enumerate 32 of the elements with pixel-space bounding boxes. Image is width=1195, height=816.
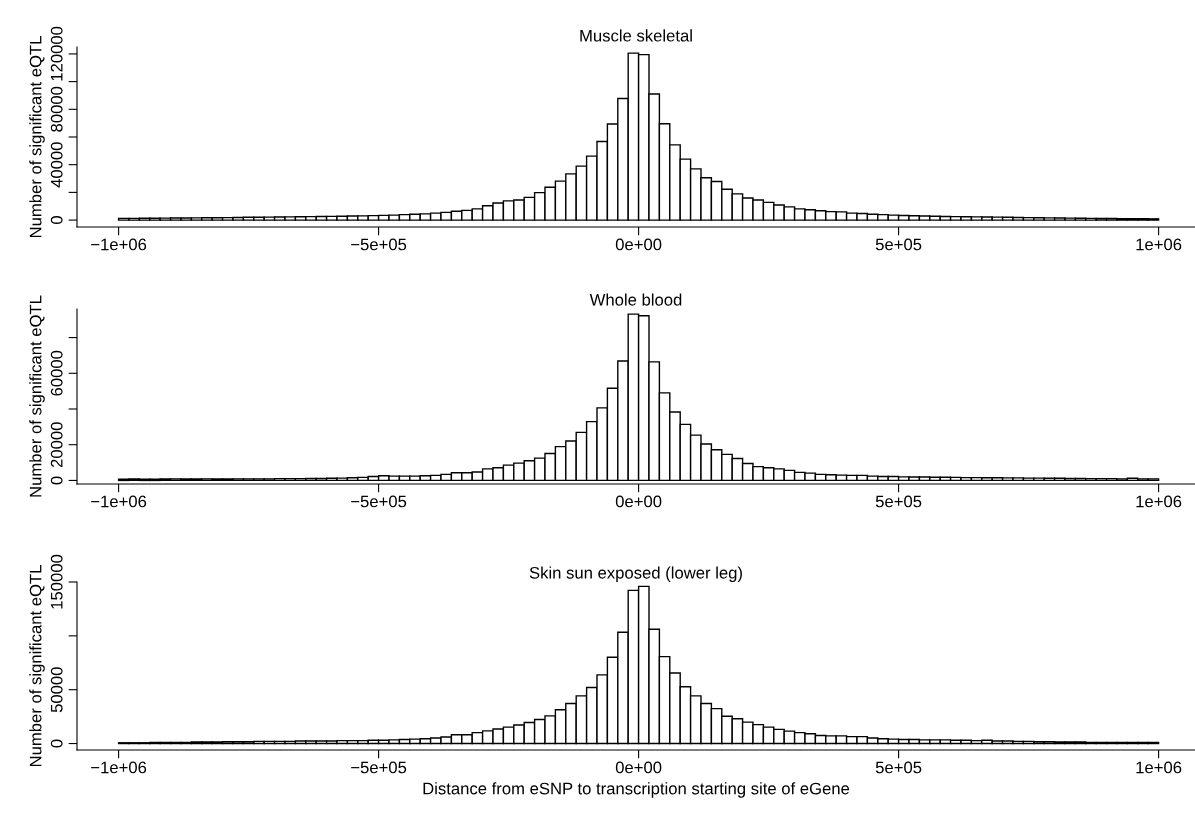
y-tick-label: 120000 [50,26,63,81]
x-tick-label: 0e+00 [615,238,662,251]
x-tick-label: −5e+05 [351,761,407,774]
y-tick-label: 50000 [50,667,63,713]
x-tick-label: 1e+06 [1136,495,1182,508]
y-tick-label: 80000 [50,86,63,132]
x-tick-label: −1e+06 [91,238,147,251]
chart-title: Whole blood [589,293,682,306]
y-tick-label: 40000 [50,142,63,188]
y-tick-label: 0 [50,216,63,225]
y-tick-label: 60000 [50,350,63,396]
y-tick-label: 0 [50,739,63,748]
x-tick-label: −5e+05 [351,495,407,508]
x-tick-label: 1e+06 [1136,761,1182,774]
x-tick-label: 0e+00 [615,495,662,508]
x-tick-label: 5e+05 [875,238,922,251]
y-tick-label: 0 [50,476,63,485]
x-axis-title: Distance from eSNP to transcription starting site of eGene [423,782,850,798]
y-axis-title: Number of significant eQTL [29,295,45,497]
x-tick-label: 1e+06 [1136,238,1182,251]
x-tick-label: 0e+00 [615,761,662,774]
x-tick-label: 5e+05 [875,495,922,508]
x-tick-label: −1e+06 [91,495,147,508]
y-axis-title: Number of significant eQTL [29,36,45,238]
chart-title: Muscle skeletal [580,29,692,42]
chart-title: Skin sun exposed (lower leg) [529,566,742,582]
x-tick-label: 5e+05 [875,761,922,774]
y-tick-label: 20000 [50,422,63,468]
y-axis-title: Number of significant eQTL [29,565,45,767]
x-tick-label: −5e+05 [351,238,407,251]
y-tick-label: 150000 [50,554,63,609]
x-tick-label: −1e+06 [91,761,147,774]
